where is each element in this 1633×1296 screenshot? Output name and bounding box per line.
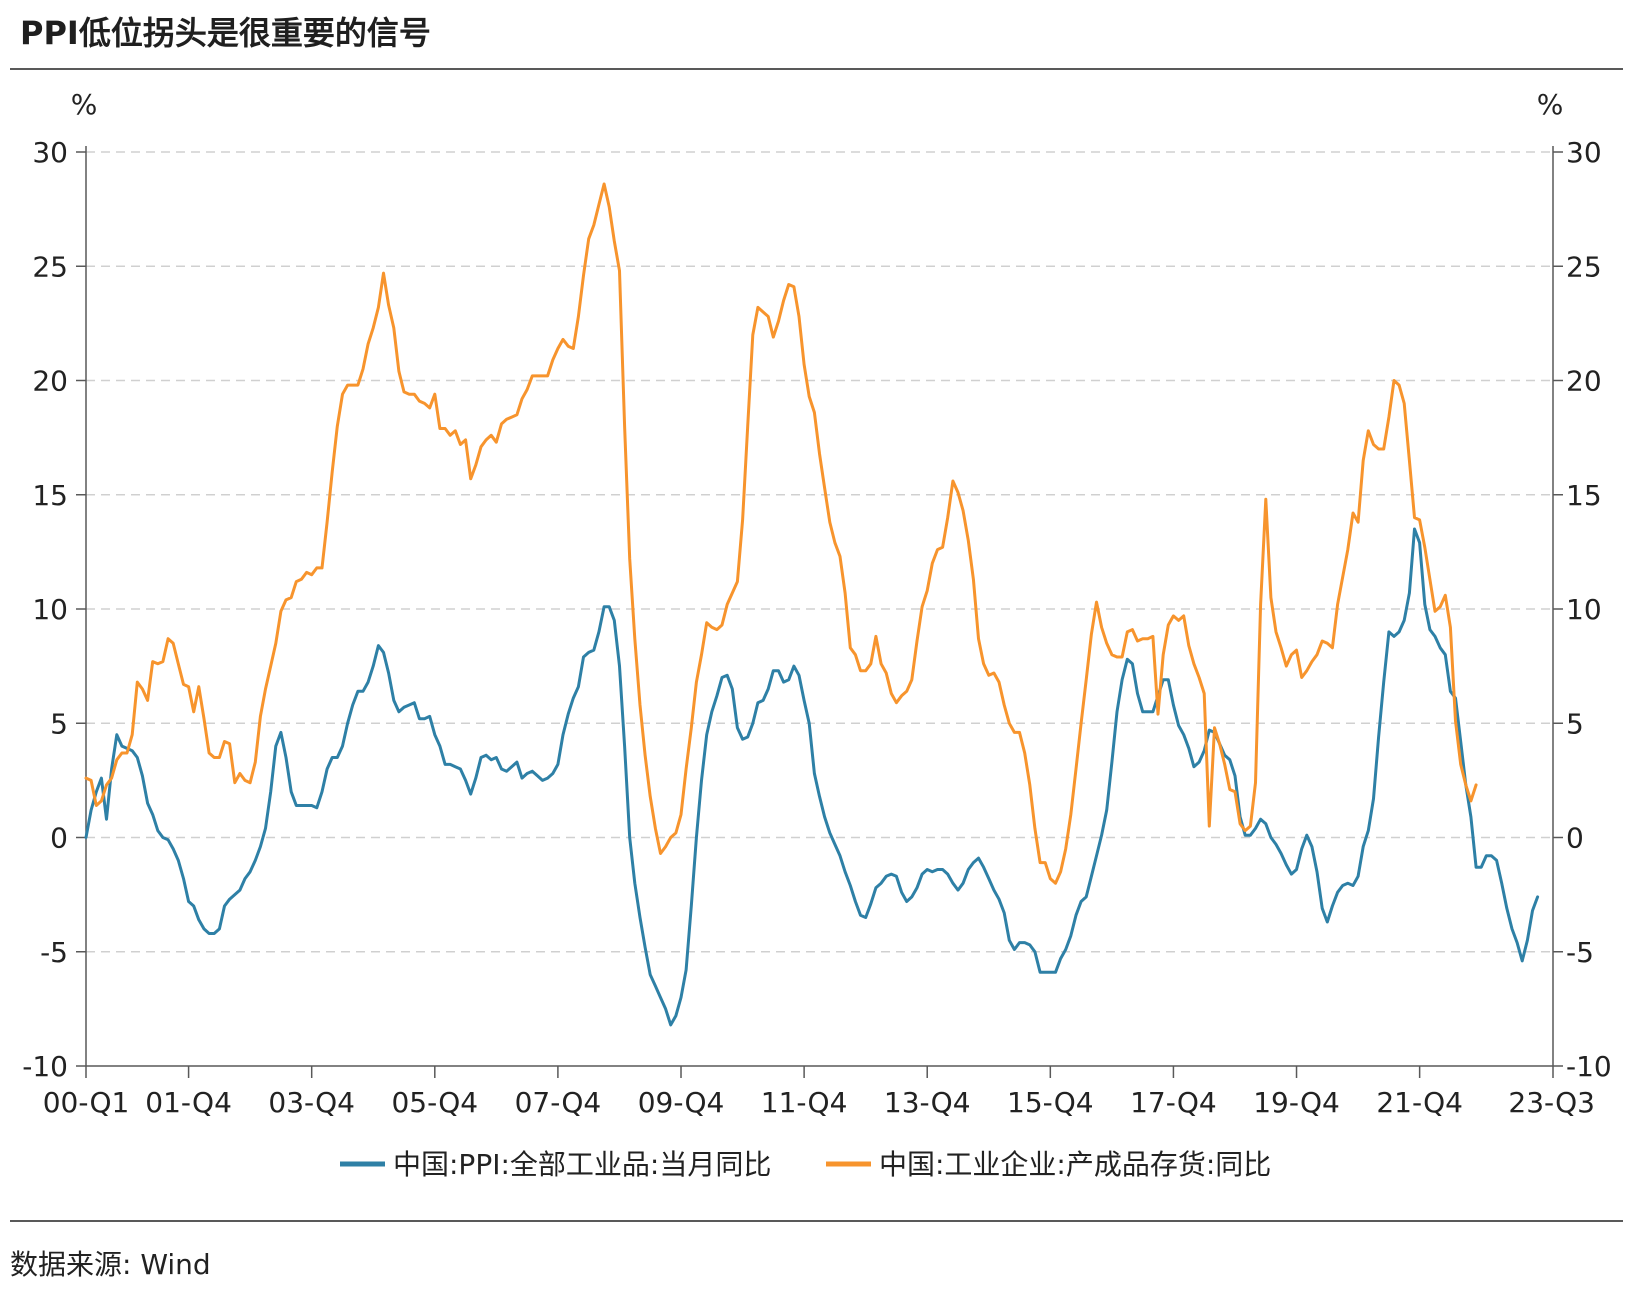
y-tick-label-right: -10 <box>1566 1050 1612 1083</box>
x-tick-label: 15-Q4 <box>1007 1086 1094 1119</box>
x-tick-label: 13-Q4 <box>884 1086 971 1119</box>
y-tick-label-left: -10 <box>22 1050 68 1083</box>
bottom-divider <box>10 1220 1623 1222</box>
y-tick-label-right: -5 <box>1566 936 1594 969</box>
series-line-inventory <box>84 182 1478 885</box>
y-unit-left: % <box>71 88 98 121</box>
y-tick-label-left: 30 <box>32 136 68 169</box>
y-tick-label-right: 25 <box>1566 250 1602 283</box>
y-tick-label-left: -5 <box>40 936 68 969</box>
axes <box>85 146 1554 1067</box>
y-tick-label-left: 0 <box>50 822 68 855</box>
x-tick-label: 00-Q1 <box>43 1086 130 1119</box>
y-tick-label-left: 5 <box>50 707 68 740</box>
x-tick-label: 11-Q4 <box>761 1086 848 1119</box>
y-tick-label-left: 15 <box>32 479 68 512</box>
line-chart: 30 25 20 15 10 5 0 -5 -10 30 25 20 15 10 5 0 -5 -10 00-Q… <box>22 88 1612 1181</box>
y-axis-left-ticks: 30 25 20 15 10 5 0 -5 -10 <box>22 136 86 1083</box>
series-lines <box>84 182 1540 1027</box>
y-tick-label-right: 0 <box>1566 822 1584 855</box>
x-tick-label: 17-Q4 <box>1130 1086 1217 1119</box>
y-tick-label-left: 10 <box>32 593 68 626</box>
y-tick-label-right: 30 <box>1566 136 1602 169</box>
x-tick-label: 19-Q4 <box>1253 1086 1340 1119</box>
page-title: PPI低位拐头是很重要的信号 <box>20 14 431 52</box>
x-tick-label: 23-Q3 <box>1508 1086 1595 1119</box>
x-tick-label: 09-Q4 <box>638 1086 725 1119</box>
y-axis-right-ticks: 30 25 20 15 10 5 0 -5 -10 <box>1553 136 1612 1083</box>
y-tick-label-right: 10 <box>1566 593 1602 626</box>
grid-lines <box>86 151 1553 953</box>
legend-label-inventory: 中国:工业企业:产成品存货:同比 <box>879 1148 1271 1181</box>
y-tick-label-left: 20 <box>32 365 68 398</box>
y-unit-right: % <box>1537 88 1564 121</box>
x-axis-ticks: 00-Q1 01-Q4 03-Q4 05-Q4 07-Q4 09-Q4 11-Q4 13-Q4… <box>43 1066 1595 1119</box>
x-tick-label: 01-Q4 <box>145 1086 232 1119</box>
y-tick-label-left: 25 <box>32 250 68 283</box>
legend: 中国:PPI:全部工业品:当月同比 中国:工业企业:产成品存货:同比 <box>340 1148 1271 1181</box>
data-source: 数据来源: Wind <box>10 1248 211 1281</box>
top-divider <box>10 68 1623 70</box>
y-tick-label-right: 20 <box>1566 365 1602 398</box>
series-line-ppi <box>84 527 1540 1027</box>
y-tick-label-right: 5 <box>1566 707 1584 740</box>
x-tick-label: 07-Q4 <box>515 1086 602 1119</box>
x-tick-label: 05-Q4 <box>391 1086 478 1119</box>
legend-label-ppi: 中国:PPI:全部工业品:当月同比 <box>393 1148 771 1181</box>
y-tick-label-right: 15 <box>1566 479 1602 512</box>
x-tick-label: 21-Q4 <box>1376 1086 1463 1119</box>
x-tick-label: 03-Q4 <box>268 1086 355 1119</box>
